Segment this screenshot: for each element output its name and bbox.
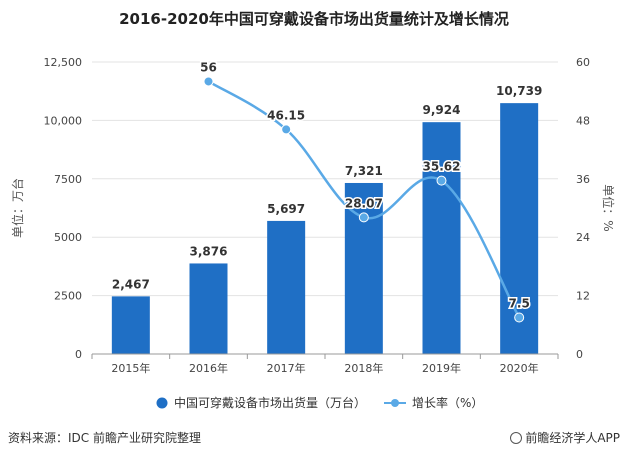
x-tick-label: 2016年 — [189, 361, 228, 375]
y-right-tick-label: 0 — [576, 348, 583, 361]
x-tick-label: 2015年 — [111, 361, 150, 375]
y-right-tick-label: 60 — [576, 56, 590, 69]
chart-title: 2016-2020年中国可穿戴设备市场出货量统计及增长情况 — [119, 10, 509, 28]
line-series: 56 46.15 28.07 35.62 7.5 — [199, 59, 531, 323]
legend-bar-swatch — [156, 397, 168, 409]
legend-bar-label: 中国可穿戴设备市场出货量（万台） — [174, 395, 366, 410]
y-left-tick-label: 5000 — [54, 231, 82, 244]
y-left-tick-label: 12,500 — [44, 56, 83, 69]
legend-line-marker — [391, 399, 399, 407]
line-point — [203, 76, 214, 87]
y-right-tick-label: 24 — [576, 231, 590, 244]
y-left-tick-label: 10,000 — [44, 114, 83, 127]
line-value-label: 35.62 — [423, 160, 461, 174]
bar-series: 2,467 3,876 5,697 7,321 9,924 10,739 — [111, 84, 542, 355]
y-left-tick-label: 7500 — [54, 173, 82, 186]
y-right-tick-label: 48 — [576, 114, 590, 127]
y-left-tick-label: 0 — [75, 348, 82, 361]
bar-value-label: 10,739 — [496, 84, 542, 98]
axes: 0 2500 5000 7500 10,000 12,500 0 12 24 36 48 60 单位：万… — [10, 56, 616, 375]
x-tick-label: 2019年 — [422, 361, 461, 375]
x-tick-label: 2018年 — [344, 361, 383, 375]
bar-value-label: 9,924 — [423, 103, 461, 117]
bar-value-label: 2,467 — [112, 277, 150, 291]
bar — [267, 220, 306, 354]
x-tick-label: 2020年 — [500, 361, 539, 375]
bar-value-label: 7,321 — [345, 164, 383, 178]
line-point — [281, 124, 292, 135]
bar-value-label: 5,697 — [267, 202, 305, 216]
bar — [111, 296, 150, 354]
brand-text: 前瞻经济学人APP — [525, 431, 620, 445]
y-left-tick-label: 2500 — [54, 290, 82, 303]
legend: 中国可穿戴设备市场出货量（万台） 增长率（%） — [156, 395, 483, 410]
brand-logo-icon — [510, 432, 523, 444]
brand-credit: 前瞻经济学人APP — [510, 429, 620, 446]
y-right-axis-title: 单位：% — [601, 184, 616, 231]
bar-value-label: 3,876 — [190, 244, 228, 258]
y-right-tick-label: 12 — [576, 290, 590, 303]
line-value-label: 28.07 — [345, 196, 383, 210]
line-point — [358, 212, 369, 223]
bar — [189, 263, 228, 354]
x-tick-label: 2017年 — [267, 361, 306, 375]
line-value-label: 46.15 — [267, 108, 305, 122]
legend-line-label: 增长率（%） — [412, 395, 483, 410]
line-point — [514, 312, 525, 323]
footer: 资料来源：IDC 前瞻产业研究院整理 前瞻经济学人APP — [0, 425, 628, 457]
line-value-label: 7.5 — [509, 297, 530, 311]
source-note: 资料来源：IDC 前瞻产业研究院整理 — [8, 431, 201, 445]
bar — [422, 122, 461, 355]
y-left-axis-title: 单位：万台 — [10, 178, 25, 238]
y-right-tick-label: 36 — [576, 173, 590, 186]
line-point — [436, 175, 447, 186]
bar — [500, 103, 539, 354]
line-value-label: 56 — [200, 60, 217, 74]
